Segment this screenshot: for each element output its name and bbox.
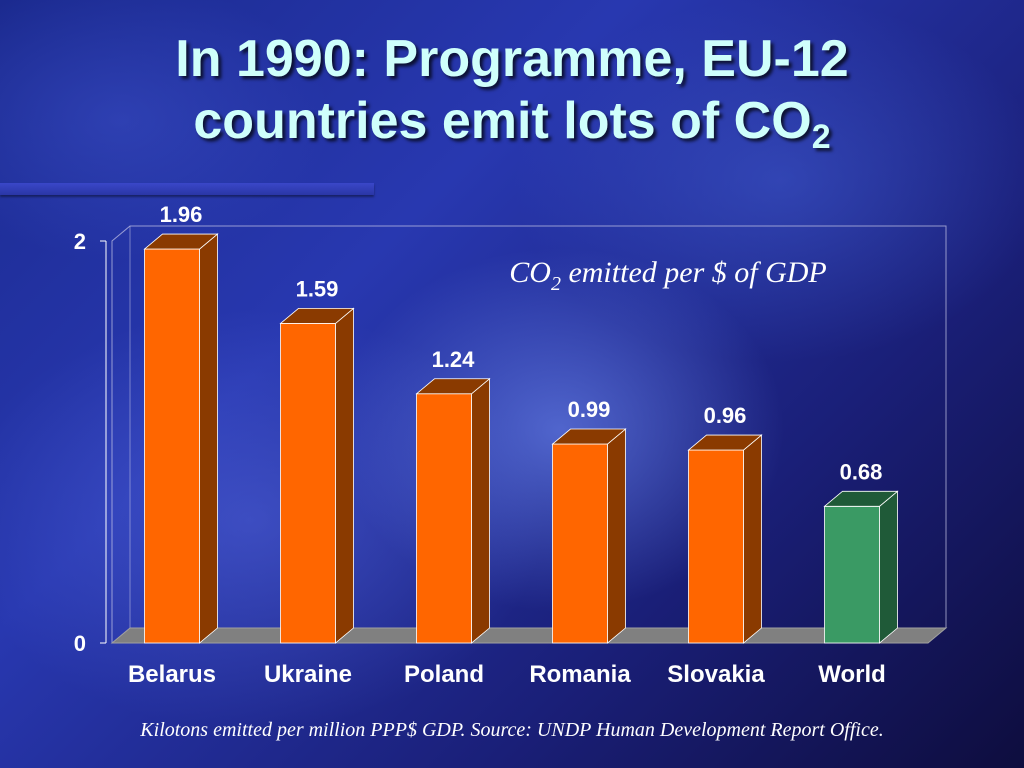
data-label: 1.59 <box>296 276 339 301</box>
bar-side <box>607 428 626 644</box>
bar-top <box>143 233 219 250</box>
bar-front <box>416 393 472 644</box>
slide-title-subscript: 2 <box>811 118 831 156</box>
slide-title-line2: countries emit lots of CO <box>193 92 812 150</box>
data-labels: 1.96 1.59 1.24 0.99 0.96 0.68 <box>160 202 883 484</box>
bar-side <box>879 490 898 644</box>
chart-floor <box>110 627 948 644</box>
bar-side <box>743 434 762 644</box>
bar-romania <box>551 428 627 644</box>
slide-title-line1: In 1990: Programme, EU-12 <box>175 30 849 88</box>
x-tick-label: Belarus <box>128 661 216 688</box>
bar-poland <box>415 377 491 644</box>
title-underline-bar <box>0 183 374 195</box>
bar-top <box>415 378 491 395</box>
chart-title-suffix: emitted per $ of GDP <box>561 256 827 289</box>
bar-top <box>279 308 355 324</box>
chart-title-prefix: CO <box>509 256 551 289</box>
bar-top <box>687 434 763 451</box>
bar-front <box>280 323 336 644</box>
data-label: 0.99 <box>568 397 611 422</box>
x-axis-tick-labels: Belarus Ukraine Poland Romania Slovakia World <box>128 661 886 688</box>
bar-slovakia <box>687 434 763 644</box>
x-tick-label: Slovakia <box>667 661 765 688</box>
x-tick-label: Romania <box>529 661 631 688</box>
data-label: 0.68 <box>840 459 883 484</box>
bar-top <box>823 490 899 507</box>
bar-world <box>823 490 899 644</box>
bar-front <box>824 505 880 644</box>
bar-side <box>471 377 490 644</box>
bar-belarus <box>143 233 219 644</box>
bar-front <box>688 449 744 644</box>
bar-side <box>335 307 354 644</box>
chart-title-subscript: 2 <box>551 273 561 295</box>
data-label: 1.24 <box>432 347 476 372</box>
y-tick-label: 2 <box>74 229 86 254</box>
chart-floor-plane <box>110 627 948 644</box>
bar-top <box>551 428 627 445</box>
bar-series <box>143 233 899 644</box>
bar-front <box>552 443 608 644</box>
chart-title: CO2 emitted per $ of GDP <box>509 256 826 295</box>
x-tick-label: Poland <box>404 661 484 688</box>
bar-front <box>144 248 200 644</box>
slide-title: In 1990: Programme, EU-12 countries emit… <box>0 28 1024 168</box>
y-tick-label: 0 <box>74 631 86 656</box>
x-tick-label: Ukraine <box>264 661 352 688</box>
source-footnote: Kilotons emitted per million PPP$ GDP. S… <box>140 719 884 741</box>
x-tick-label: World <box>818 661 886 688</box>
y-axis: 02 <box>74 229 107 656</box>
data-label: 0.96 <box>704 403 747 428</box>
data-label: 1.96 <box>160 202 203 227</box>
bar-ukraine <box>279 307 355 644</box>
bar-side <box>199 233 218 644</box>
chart-frame <box>111 225 947 643</box>
